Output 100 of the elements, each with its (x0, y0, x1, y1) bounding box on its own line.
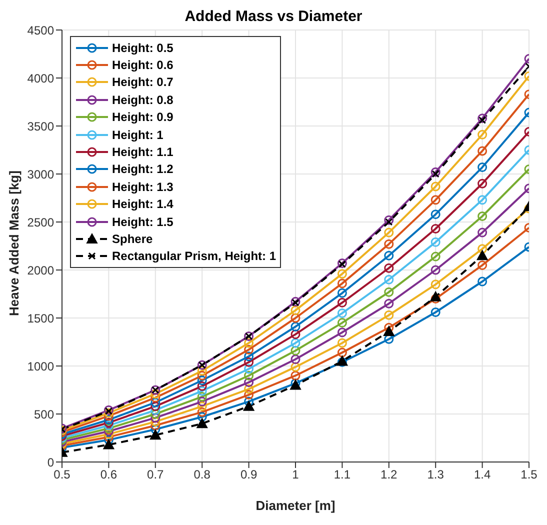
point (384, 263, 394, 273)
point (430, 224, 440, 234)
legend-label: Height: 1.2 (112, 162, 174, 176)
point (478, 228, 488, 238)
point (385, 218, 393, 226)
point (432, 170, 440, 178)
x-tick-label: 1.1 (334, 468, 351, 482)
legend-label: Height: 1.3 (112, 180, 174, 194)
point (383, 326, 394, 336)
point (384, 274, 394, 284)
point (384, 228, 394, 238)
point (337, 338, 347, 348)
point (243, 400, 254, 411)
legend-label: Height: 0.8 (112, 92, 174, 107)
point (244, 396, 254, 406)
point (337, 318, 347, 328)
legend-label: Height: 1.5 (112, 214, 174, 229)
point (476, 250, 488, 260)
legend-label: Height: 1.1 (112, 145, 174, 160)
x-tick-label: 0.8 (194, 468, 211, 482)
point (290, 362, 300, 372)
point (104, 415, 114, 425)
point (104, 408, 114, 418)
point (244, 384, 254, 394)
point (430, 252, 440, 262)
y-tick-label: 4000 (27, 71, 54, 86)
point (104, 426, 114, 436)
x-axis-title: Diameter [m] (256, 498, 336, 513)
point (244, 390, 254, 400)
point (478, 276, 488, 286)
point (197, 381, 207, 391)
y-tick-label: 1500 (27, 311, 54, 326)
point (478, 178, 488, 188)
x-tick-label: 1.3 (427, 468, 444, 482)
point (290, 338, 300, 348)
point (430, 280, 440, 290)
point (430, 182, 440, 192)
point (150, 420, 160, 430)
point (478, 116, 486, 124)
point (478, 114, 488, 124)
point (430, 195, 440, 205)
point (478, 146, 488, 156)
point (290, 370, 300, 380)
y-tick-label: 4500 (27, 23, 54, 38)
point (478, 244, 488, 254)
point (384, 287, 394, 297)
chart-title: Added Mass vs Diameter (184, 8, 362, 25)
y-axis-title: Heave Added Mass [kg] (6, 170, 22, 316)
point (337, 278, 347, 288)
point (290, 313, 300, 323)
point (384, 239, 394, 249)
point (337, 328, 347, 338)
point (197, 366, 207, 376)
point (290, 306, 300, 316)
legend-label: Height: 0.5 (112, 40, 174, 55)
point (244, 352, 254, 362)
point (104, 418, 114, 428)
point (430, 167, 440, 177)
x-tick-label: 1.2 (380, 468, 398, 482)
point (196, 418, 208, 428)
y-tick-label: 3500 (27, 119, 54, 134)
point (337, 288, 347, 298)
point (244, 344, 254, 354)
point (478, 211, 488, 221)
point (244, 370, 254, 380)
legend-label: Height: 1.4 (112, 197, 174, 212)
point (197, 386, 207, 396)
point (197, 396, 207, 406)
point (384, 322, 394, 332)
point (384, 250, 394, 260)
legend-label: Height: 0.7 (112, 75, 174, 90)
point (337, 298, 347, 308)
point (384, 310, 394, 320)
x-tick-label: 1.4 (474, 468, 491, 482)
point (290, 354, 300, 364)
point (478, 260, 488, 270)
point (150, 430, 161, 440)
legend-label: Height: 1 (112, 128, 164, 142)
point (290, 330, 300, 340)
point (430, 210, 440, 220)
point (197, 407, 207, 417)
point (197, 392, 207, 402)
x-tick-label: 0.7 (147, 468, 164, 482)
point (197, 370, 207, 380)
legend-label: Rectangular Prism, Height: 1 (112, 249, 276, 264)
legend-label: Height: 0.9 (112, 110, 174, 124)
point (244, 364, 254, 374)
y-tick-label: 2000 (27, 263, 54, 278)
point (197, 376, 207, 386)
point (478, 195, 488, 205)
point (244, 357, 254, 367)
point (430, 294, 440, 304)
point (104, 432, 114, 442)
point (430, 237, 440, 247)
point (290, 322, 300, 332)
point (430, 291, 442, 302)
y-tick-label: 2500 (27, 215, 54, 230)
point (150, 402, 160, 412)
point (384, 298, 394, 308)
point (430, 265, 440, 275)
